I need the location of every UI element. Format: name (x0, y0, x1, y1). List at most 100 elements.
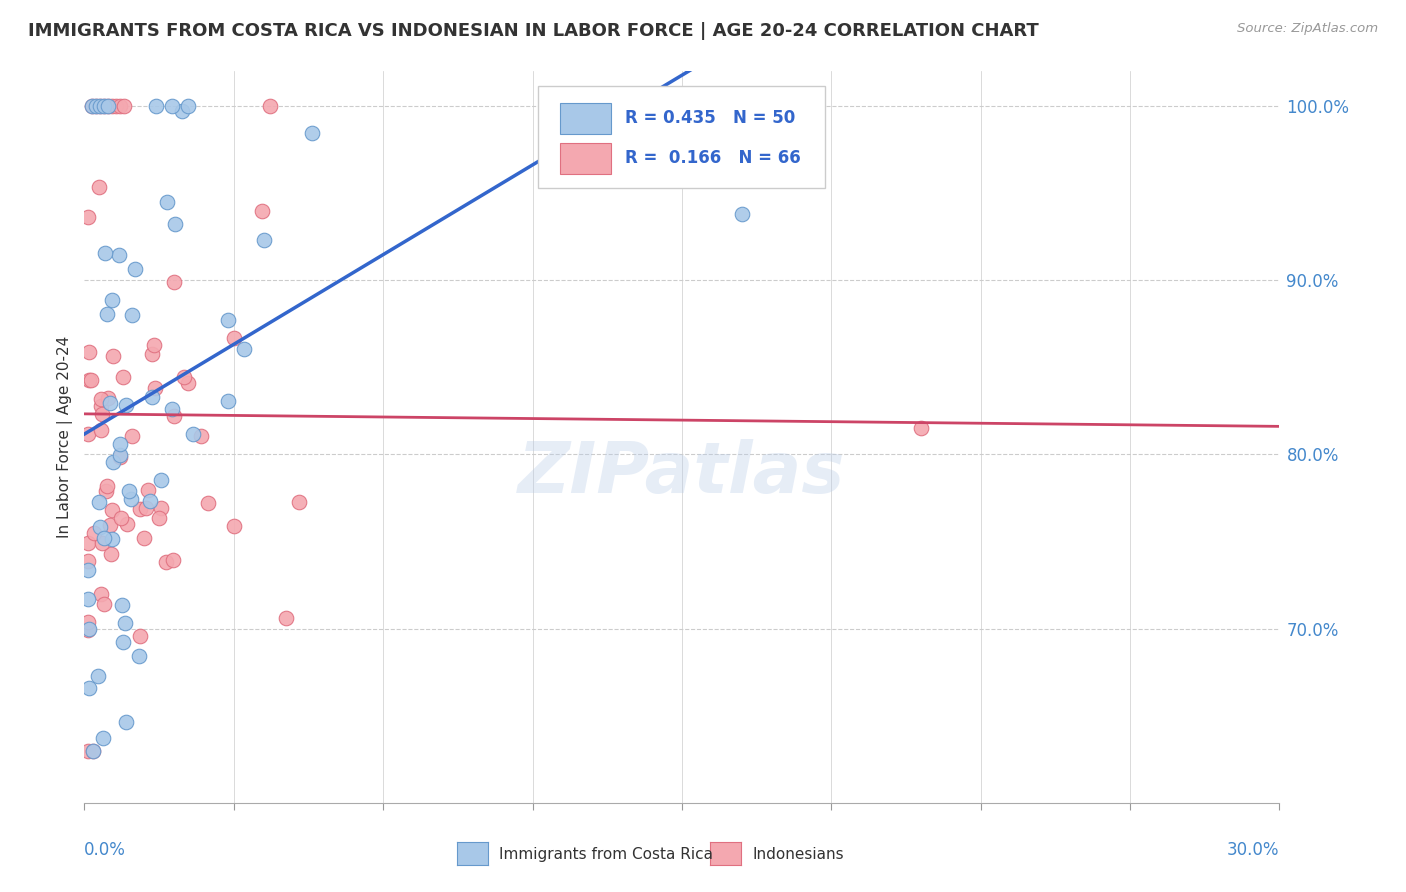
Point (112, 635, 135, 649)
Point (156, 195, 179, 210)
Point (163, 217, 186, 231)
Point (87, 180, 110, 194)
Point (150, 474, 173, 488)
Text: IMMIGRANTS FROM COSTA RICA VS INDONESIAN IN LABOR FORCE | AGE 20-24 CORRELATION : IMMIGRANTS FROM COSTA RICA VS INDONESIAN… (28, 22, 1039, 40)
Point (90, 587, 112, 601)
Text: 30.0%: 30.0% (1227, 841, 1279, 859)
Point (89, 99, 111, 113)
Point (101, 455, 124, 469)
Point (101, 532, 124, 546)
Point (148, 511, 170, 525)
Point (114, 615, 136, 630)
Point (77, 743, 100, 757)
Point (77, 591, 100, 606)
Point (100, 396, 122, 410)
Point (114, 714, 136, 729)
Point (162, 275, 184, 289)
Point (101, 350, 124, 364)
Point (105, 99, 128, 113)
Point (115, 516, 138, 531)
Point (136, 483, 159, 497)
Point (252, 233, 274, 247)
Point (86, 99, 108, 113)
Point (96, 307, 118, 321)
Point (100, 293, 122, 307)
Point (77, 554, 100, 568)
Point (142, 338, 165, 352)
Point (93, 246, 115, 260)
Point (83, 526, 105, 541)
Point (97, 99, 120, 113)
Point (117, 483, 139, 498)
Point (110, 437, 132, 451)
Point (82, 99, 104, 113)
Point (149, 500, 172, 515)
Point (910, 421, 932, 435)
Point (155, 555, 177, 569)
Point (145, 381, 167, 395)
Text: Indonesians: Indonesians (752, 847, 844, 862)
Point (90, 536, 112, 550)
Point (100, 547, 122, 561)
Text: R = 0.435   N = 50: R = 0.435 N = 50 (624, 109, 794, 128)
Point (79, 373, 101, 387)
Point (217, 394, 239, 409)
Point (77, 622, 100, 636)
Point (87, 668, 110, 682)
Point (128, 629, 150, 643)
Point (132, 531, 155, 545)
Text: Immigrants from Costa Rica: Immigrants from Costa Rica (499, 847, 713, 862)
Point (87, 495, 110, 509)
Point (173, 369, 195, 384)
Point (259, 99, 281, 113)
Point (77, 373, 100, 387)
Point (90, 423, 112, 437)
Point (233, 342, 256, 356)
Point (121, 308, 143, 322)
Point (301, 126, 323, 140)
Point (91, 731, 114, 745)
FancyBboxPatch shape (538, 86, 825, 188)
Point (101, 99, 124, 113)
Point (93, 531, 115, 545)
Point (93, 597, 115, 611)
Point (77, 681, 100, 696)
Point (89, 99, 111, 113)
Text: 0.0%: 0.0% (84, 841, 127, 859)
Point (141, 347, 163, 361)
Point (129, 502, 152, 516)
Point (274, 611, 297, 625)
Point (89, 519, 111, 533)
Point (98, 518, 121, 533)
Point (93, 99, 115, 113)
Point (120, 492, 142, 507)
Point (82, 743, 104, 757)
Text: Source: ZipAtlas.com: Source: ZipAtlas.com (1237, 22, 1378, 36)
Point (93, 99, 115, 113)
Point (86, 99, 108, 113)
Point (160, 401, 183, 416)
FancyBboxPatch shape (560, 143, 612, 174)
Point (135, 500, 157, 515)
Point (288, 495, 311, 509)
Point (181, 426, 204, 441)
Point (170, 103, 193, 118)
FancyBboxPatch shape (560, 103, 612, 135)
Point (124, 262, 146, 277)
Point (77, 535, 100, 549)
Text: ZIPatlas: ZIPatlas (519, 439, 845, 508)
Point (77, 344, 100, 359)
Point (96, 479, 118, 493)
Y-axis label: In Labor Force | Age 20-24: In Labor Force | Age 20-24 (58, 336, 73, 538)
Point (77, 210, 100, 224)
Point (82, 99, 104, 113)
Point (90, 392, 112, 406)
Point (141, 390, 163, 404)
Point (163, 409, 186, 423)
Point (97, 99, 120, 113)
Point (115, 399, 138, 413)
Point (94, 483, 117, 498)
Point (177, 99, 200, 113)
Point (139, 494, 162, 508)
Point (222, 331, 245, 345)
